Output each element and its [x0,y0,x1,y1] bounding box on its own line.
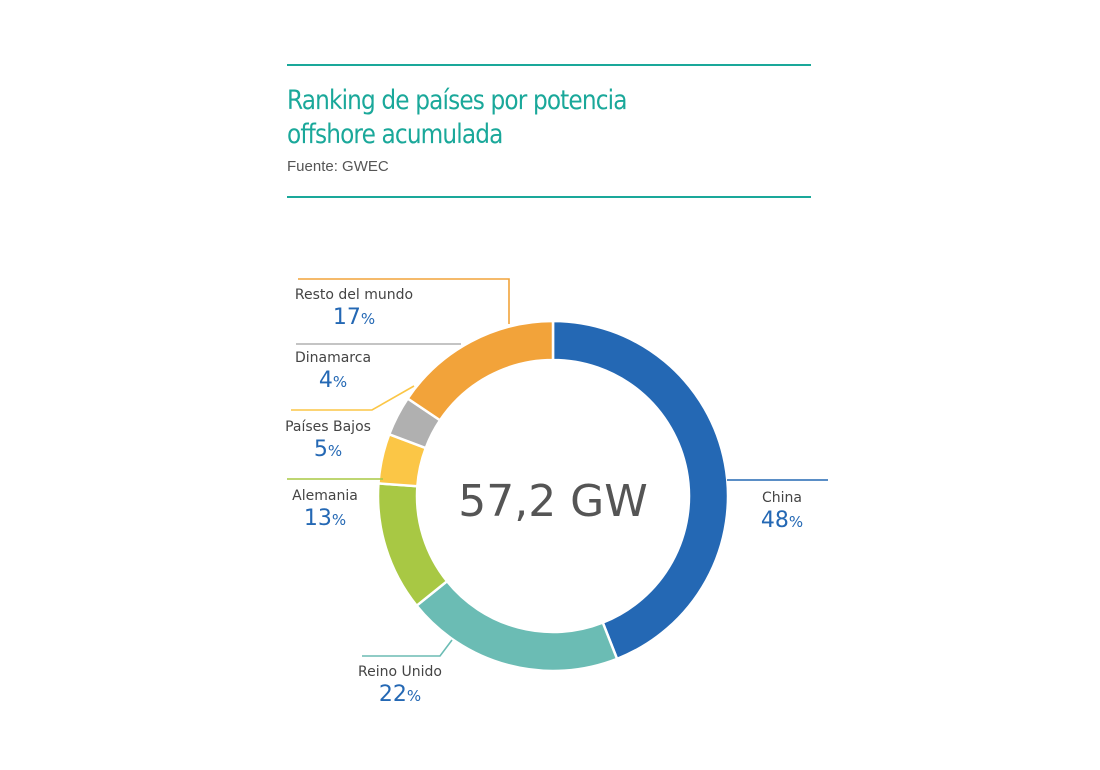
slice-labels: China 48% Reino Unido 22% Alemania 13% Países … [285,287,803,707]
slice-label-china: China [762,490,802,506]
leader-lines [287,278,828,657]
leader-line-reino-unido [362,639,453,657]
slice-value-resto-del-mundo: 17% [333,305,375,330]
center-total-label: 57,2 GW [458,476,648,527]
slice-value-paises-bajos: 5% [314,437,342,462]
donut-slices [376,319,730,673]
slice-label-paises-bajos: Países Bajos [285,419,371,435]
leader-line-resto-del-mundo [298,278,510,324]
bottom-rule [287,196,811,198]
slice-value-china: 48% [761,508,803,533]
slice-label-resto-del-mundo: Resto del mundo [295,287,413,303]
slice-alemania [376,482,449,608]
slice-resto-del-mundo [405,319,555,422]
top-rule [287,64,811,66]
chart-title-line2: offshore acumulada [287,119,503,150]
chart-title: Ranking de países por potencia offshore … [287,84,769,152]
leader-line-paises-bajos [291,385,415,411]
slice-value-alemania: 13% [304,506,346,531]
slice-value-reino-unido: 22% [379,682,421,707]
slice-china [551,319,730,661]
slice-value-dinamarca: 4% [319,368,347,393]
chart-source: Fuente: GWEC [287,158,389,175]
slice-reino-unido [414,579,619,673]
slice-label-dinamarca: Dinamarca [295,350,371,366]
slice-label-reino-unido: Reino Unido [358,664,442,680]
chart-title-line1: Ranking de países por potencia [287,85,627,116]
slice-label-alemania: Alemania [292,488,358,504]
